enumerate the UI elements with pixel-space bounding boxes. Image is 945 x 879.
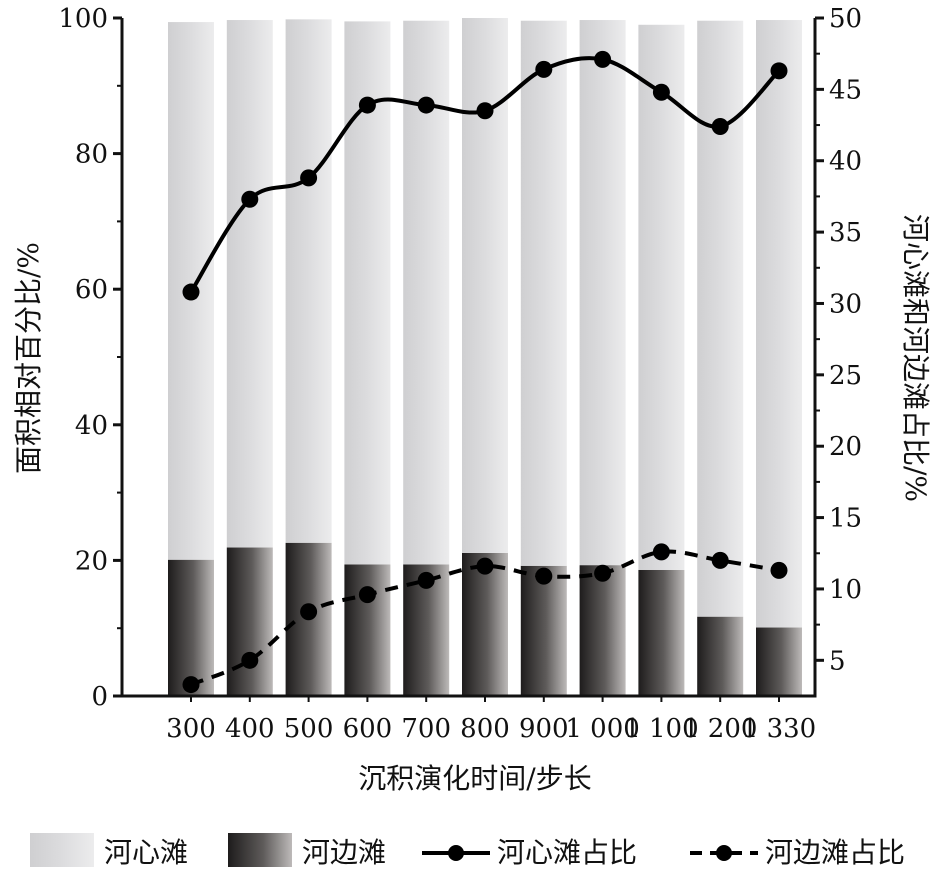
bar-river-center: [756, 20, 802, 628]
line-river-center-ratio-point: [182, 283, 200, 301]
y-right-tick-label: 20: [829, 432, 862, 462]
line-river-edge-ratio-point: [711, 551, 729, 569]
bar-river-edge: [697, 616, 744, 696]
y-right-tick-label: 15: [829, 504, 862, 534]
bar-river-edge: [756, 627, 802, 696]
bar-river-center: [285, 19, 332, 543]
line-river-center-ratio-point: [358, 96, 376, 114]
y-left-tick-label: 100: [58, 4, 108, 34]
bar-river-center: [462, 18, 508, 553]
line-river-center-ratio-point: [300, 169, 318, 187]
x-tick-label: 1 100: [624, 714, 698, 744]
x-tick-label: 600: [343, 714, 393, 744]
y-axis-left-title: 面积相对百分比/%: [12, 242, 45, 474]
legend-swatch-river-edge-bar: [228, 833, 292, 867]
y-axis-right-title: 河心滩和河边滩占比/%: [899, 214, 932, 502]
legend-item-river-edge-line: 河边滩占比: [690, 836, 905, 869]
line-river-center-ratio-point: [594, 50, 612, 68]
y-left-tick-label: 40: [75, 411, 108, 441]
bar-river-edge: [462, 552, 508, 696]
bar-river-edge: [344, 564, 391, 696]
line-river-edge-ratio-point: [770, 561, 788, 579]
x-tick-label: 900: [519, 714, 569, 744]
line-river-edge-ratio-point: [417, 571, 435, 589]
line-river-edge-ratio-point: [182, 676, 200, 694]
x-tick-label: 1 330: [742, 714, 816, 744]
y-right-tick-label: 40: [829, 147, 862, 177]
x-tick-label: 300: [166, 714, 216, 744]
x-tick-label: 400: [225, 714, 275, 744]
line-river-center-ratio-point: [535, 60, 553, 78]
line-river-edge-ratio-point: [476, 557, 494, 575]
x-tick-label: 800: [460, 714, 510, 744]
line-river-edge-ratio-point: [594, 564, 612, 582]
y-left-tick-label: 80: [75, 140, 108, 170]
line-river-edge-ratio: [190, 549, 780, 687]
y-left-tick-label: 20: [75, 546, 108, 576]
line-river-edge-ratio-point: [241, 651, 259, 669]
bar-river-center: [226, 20, 273, 548]
y-left-tick-label: 0: [91, 682, 108, 712]
y-right-tick-label: 35: [829, 218, 862, 248]
y-right-tick-label: 50: [829, 4, 862, 34]
x-tick-label: 1 000: [565, 714, 639, 744]
bar-river-center: [697, 20, 744, 617]
bar-river-edge: [226, 547, 273, 696]
x-tick-label: 500: [284, 714, 334, 744]
line-river-center-ratio-point: [241, 190, 259, 208]
line-river-edge-ratio-point: [300, 603, 318, 621]
legend-label-river-center-line: 河心滩占比: [497, 836, 637, 869]
bar-river-center: [520, 20, 567, 566]
legend-marker-dashed: [716, 845, 732, 861]
legend-label-river-center-bar: 河心滩: [104, 836, 188, 869]
line-river-center-ratio-point: [770, 62, 788, 80]
bar-river-center: [579, 20, 626, 566]
line-river-center-ratio-point: [711, 117, 729, 135]
line-river-center-ratio-point: [476, 102, 494, 120]
bar-river-edge: [520, 565, 567, 696]
line-river-center-ratio-point: [417, 96, 435, 114]
legend-item-river-center-bar: 河心滩: [30, 833, 188, 869]
y-right-tick-label: 30: [829, 289, 862, 319]
axes-layer: 0 20 40 60 80 100 5 10 15 20 25 30 35 40 45 50 300 400 500…: [58, 4, 862, 744]
legend: 河心滩 河边滩 河心滩占比 河边滩占比: [30, 833, 905, 869]
legend-item-river-center-line: 河心滩占比: [422, 836, 637, 869]
line-river-edge-ratio-point: [652, 543, 670, 561]
y-right-tick-label: 5: [829, 646, 846, 676]
legend-item-river-edge-bar: 河边滩: [228, 833, 386, 869]
y-left-tick-label: 60: [75, 275, 108, 305]
bar-river-edge: [168, 559, 214, 696]
lines-layer: [182, 50, 788, 694]
line-river-edge-ratio-point: [358, 586, 376, 604]
x-tick-label: 700: [401, 714, 451, 744]
bar-river-edge: [638, 569, 685, 696]
bars-layer: [168, 18, 802, 696]
x-axis-title: 沉积演化时间/步长: [358, 762, 591, 795]
legend-label-river-edge-bar: 河边滩: [302, 836, 386, 869]
y-right-tick-label: 45: [829, 75, 862, 105]
line-river-edge-ratio-point: [535, 567, 553, 585]
legend-label-river-edge-line: 河边滩占比: [765, 836, 905, 869]
y-right-tick-label: 10: [829, 575, 862, 605]
bar-river-edge: [579, 565, 626, 696]
legend-swatch-river-center-bar: [30, 833, 94, 867]
legend-marker-solid: [448, 845, 464, 861]
x-tick-label: 1 200: [683, 714, 757, 744]
bar-river-center: [638, 24, 685, 570]
line-river-center-ratio-point: [652, 83, 670, 101]
y-right-tick-label: 25: [829, 361, 862, 391]
